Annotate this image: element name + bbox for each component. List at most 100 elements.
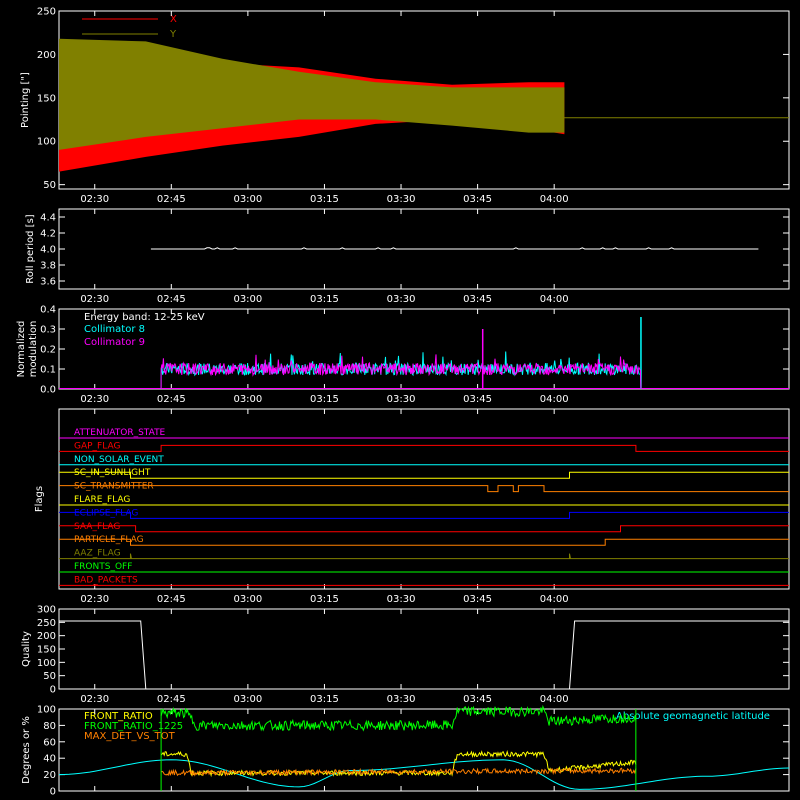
- x-tick-label: 03:45: [463, 694, 492, 705]
- flag-label: GAP_FLAG: [74, 441, 120, 451]
- x-tick-label: 03:30: [387, 194, 416, 205]
- y-tick-label: 250: [37, 618, 56, 629]
- x-tick-label: 02:30: [80, 594, 109, 605]
- x-tick-label: 03:30: [387, 594, 416, 605]
- roll-period-line: [150, 247, 759, 250]
- pointing-y-band: [59, 38, 565, 150]
- y-tick-label: 100: [37, 137, 56, 148]
- modulation-legend-c8: Collimator 8: [84, 324, 145, 335]
- modulation-ylabel-2: modulation: [28, 321, 39, 378]
- x-tick-label: 02:45: [157, 694, 186, 705]
- flag-line: [59, 553, 789, 560]
- ratio-legend-front: FRONT_RATIO: [84, 711, 153, 722]
- flag-label: NON_SOLAR_EVENT: [74, 455, 164, 465]
- x-tick-label: 03:00: [233, 394, 262, 405]
- legend-y-label: Y: [169, 29, 177, 40]
- y-tick-label: 150: [37, 645, 56, 656]
- x-tick-label: 03:45: [463, 594, 492, 605]
- y-tick-label: 4.0: [40, 245, 56, 256]
- modulation-legend-band: Energy band: 12-25 keV: [84, 312, 205, 323]
- pointing-ylabel: Pointing ["]: [20, 72, 31, 128]
- flag-label: BAD_PACKETS: [74, 575, 138, 585]
- flag-line: [59, 511, 789, 519]
- flag-label: PARTICLE_FLAG: [74, 535, 144, 545]
- x-tick-label: 03:15: [310, 394, 339, 405]
- x-tick-label: 02:45: [157, 394, 186, 405]
- modulation-legend-c9: Collimator 9: [84, 337, 145, 348]
- x-tick-label: 03:30: [387, 694, 416, 705]
- flag-label: FRONTS_OFF: [74, 562, 132, 572]
- x-tick-label: 02:30: [80, 294, 109, 305]
- flags-ylabel: Flags: [34, 486, 45, 512]
- y-tick-label: 3.6: [40, 277, 56, 288]
- y-tick-label: 0: [50, 787, 56, 798]
- x-tick-label: 03:00: [233, 594, 262, 605]
- y-tick-label: 0.0: [40, 385, 56, 396]
- y-tick-label: 4.4: [40, 213, 56, 224]
- modulation-ylabel-1: Normalized: [16, 321, 27, 378]
- y-tick-label: 0: [50, 685, 56, 696]
- x-tick-label: 03:30: [387, 294, 416, 305]
- x-tick-label: 02:45: [157, 294, 186, 305]
- y-tick-label: 0.4: [40, 305, 56, 316]
- y-tick-label: 100: [37, 658, 56, 669]
- x-tick-label: 02:45: [157, 194, 186, 205]
- x-tick-label: 04:00: [540, 294, 569, 305]
- ratio-legend-1225: FRONT_RATIO_1225: [84, 721, 183, 732]
- x-tick-label: 03:15: [310, 194, 339, 205]
- y-tick-label: 50: [43, 671, 56, 682]
- geomagnetic-latitude-line: [58, 759, 790, 790]
- flag-label: FLARE_FLAG: [74, 495, 130, 505]
- y-tick-label: 80: [43, 721, 56, 732]
- y-tick-label: 150: [37, 93, 56, 104]
- y-tick-label: 0.1: [40, 365, 56, 376]
- x-tick-label: 03:15: [310, 594, 339, 605]
- y-tick-label: 250: [37, 7, 56, 18]
- x-tick-label: 03:00: [233, 694, 262, 705]
- x-tick-label: 04:00: [540, 194, 569, 205]
- modulation-series-9: [160, 354, 642, 390]
- flag-label: AAZ_FLAG: [74, 549, 121, 559]
- y-tick-label: 60: [43, 737, 56, 748]
- flag-line: [59, 485, 789, 493]
- y-tick-label: 100: [37, 705, 56, 716]
- x-tick-label: 04:00: [540, 694, 569, 705]
- y-tick-label: 200: [37, 631, 56, 642]
- x-tick-label: 03:00: [233, 194, 262, 205]
- x-tick-label: 02:30: [80, 394, 109, 405]
- y-tick-label: 4.2: [40, 229, 56, 240]
- x-tick-label: 04:00: [540, 394, 569, 405]
- x-tick-label: 02:30: [80, 694, 109, 705]
- y-tick-label: 300: [37, 605, 56, 616]
- ratio-series-1: [160, 704, 637, 732]
- x-tick-label: 02:45: [157, 594, 186, 605]
- flag-label: SC_IN_SUNLIGHT: [74, 468, 151, 478]
- y-tick-label: 200: [37, 50, 56, 61]
- x-tick-label: 04:00: [540, 594, 569, 605]
- y-tick-label: 50: [43, 180, 56, 191]
- y-tick-label: 20: [43, 770, 56, 781]
- flag-line: [59, 471, 789, 479]
- x-tick-label: 03:30: [387, 394, 416, 405]
- flag-line: [59, 444, 789, 452]
- roll-ylabel: Roll period [s]: [25, 214, 36, 283]
- x-tick-label: 03:45: [463, 394, 492, 405]
- flag-line: [59, 538, 789, 546]
- flag-label: SC_TRANSMITTER: [74, 482, 154, 492]
- x-tick-label: 03:15: [310, 294, 339, 305]
- ratio-series-0: [160, 750, 637, 778]
- ratio-frame: [58, 708, 790, 792]
- x-tick-label: 03:45: [463, 194, 492, 205]
- x-tick-label: 03:45: [463, 294, 492, 305]
- x-tick-label: 03:15: [310, 694, 339, 705]
- ratio-legend-geomag: Absolute geomagnetic latitude: [616, 711, 770, 722]
- quality-ylabel: Quality: [21, 631, 32, 667]
- ratio-ylabel: Degrees or %: [21, 716, 32, 784]
- ratio-legend-maxdet: MAX_DET_VS_TOT: [84, 731, 176, 742]
- x-tick-label: 02:30: [80, 194, 109, 205]
- quality-line: [59, 620, 789, 690]
- y-tick-label: 0.3: [40, 325, 56, 336]
- y-tick-label: 0.2: [40, 345, 56, 356]
- y-tick-label: 3.8: [40, 261, 56, 272]
